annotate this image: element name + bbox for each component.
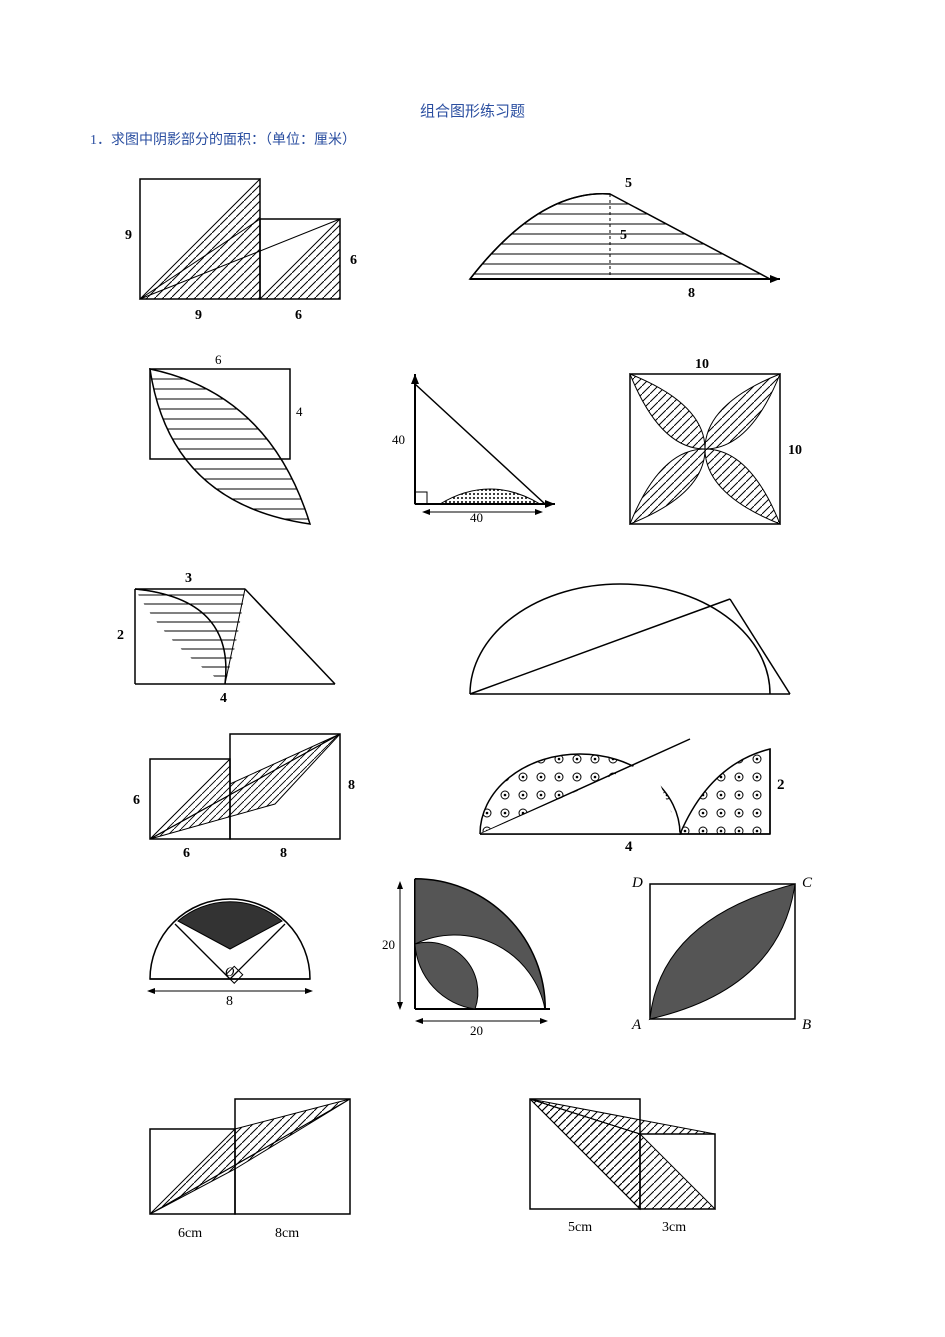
lbl: 8 [348, 778, 355, 793]
fig-r5-3: D C A B [620, 869, 830, 1039]
lbl: 10 [788, 443, 802, 458]
fig-r1-2: 5 5 8 [440, 169, 800, 309]
lbl: 9 [195, 308, 202, 323]
lbl: B [802, 1017, 811, 1033]
lbl: 8cm [275, 1226, 299, 1241]
instruction: 1．求图中阴影部分的面积：（单位：厘米） [90, 129, 855, 149]
lbl: 2 [777, 777, 785, 793]
fig-r1-1: 9 9 6 6 [100, 169, 360, 339]
lbl: 4 [625, 839, 633, 854]
lbl: 3cm [662, 1220, 686, 1235]
instruction-number: 1． [90, 133, 111, 148]
lbl: 6 [183, 846, 190, 861]
fig-r5-2: 20 20 [380, 869, 570, 1039]
fig-r6-2: 5cm 3cm [510, 1079, 760, 1249]
lbl: 6 [215, 354, 222, 367]
worksheet-page: 组合图形练习题 1．求图中阴影部分的面积：（单位：厘米） 9 [0, 0, 945, 1337]
fig-r2-1: 6 4 [110, 354, 340, 544]
instruction-text: 求图中阴影部分的面积：（单位：厘米） [111, 133, 356, 148]
lbl: 6 [350, 253, 357, 268]
fig-r4-2: 4 2 [460, 714, 790, 854]
fig-r4-1: 6 8 6 8 [125, 724, 375, 864]
fig-r2-2: 40 40 [380, 364, 570, 534]
lbl: 6 [295, 308, 302, 323]
lbl: O [225, 964, 235, 979]
figures-container: 9 9 6 6 5 5 8 [90, 159, 855, 1279]
fig-r2-3: 10 10 [610, 354, 830, 534]
fig-r5-1: O 8 [130, 879, 340, 1009]
lbl: 3 [185, 571, 192, 586]
page-title: 组合图形练习题 [90, 100, 855, 121]
lbl: 20 [382, 937, 395, 952]
fig-r3-1: 3 2 4 [95, 564, 355, 714]
lbl: A [631, 1017, 642, 1033]
fig-r6-1: 6cm 8cm [130, 1079, 390, 1249]
lbl: 5 [620, 228, 627, 243]
lbl: 4 [220, 691, 227, 706]
lbl: 20 [470, 1023, 483, 1038]
fig-r3-2 [450, 554, 810, 714]
lbl: 5 [625, 176, 632, 191]
lbl: 10 [695, 357, 709, 372]
lbl: 6 [133, 793, 140, 808]
lbl: 5cm [568, 1220, 592, 1235]
lbl: 8 [226, 994, 233, 1009]
lbl: 8 [280, 846, 287, 861]
lbl: 9 [125, 228, 132, 243]
lbl: 4 [296, 404, 303, 419]
lbl: 6cm [178, 1226, 202, 1241]
lbl: 8 [688, 286, 695, 301]
lbl: C [802, 875, 813, 891]
lbl: 2 [117, 628, 124, 643]
lbl: D [631, 875, 643, 891]
lbl: 40 [392, 432, 405, 447]
